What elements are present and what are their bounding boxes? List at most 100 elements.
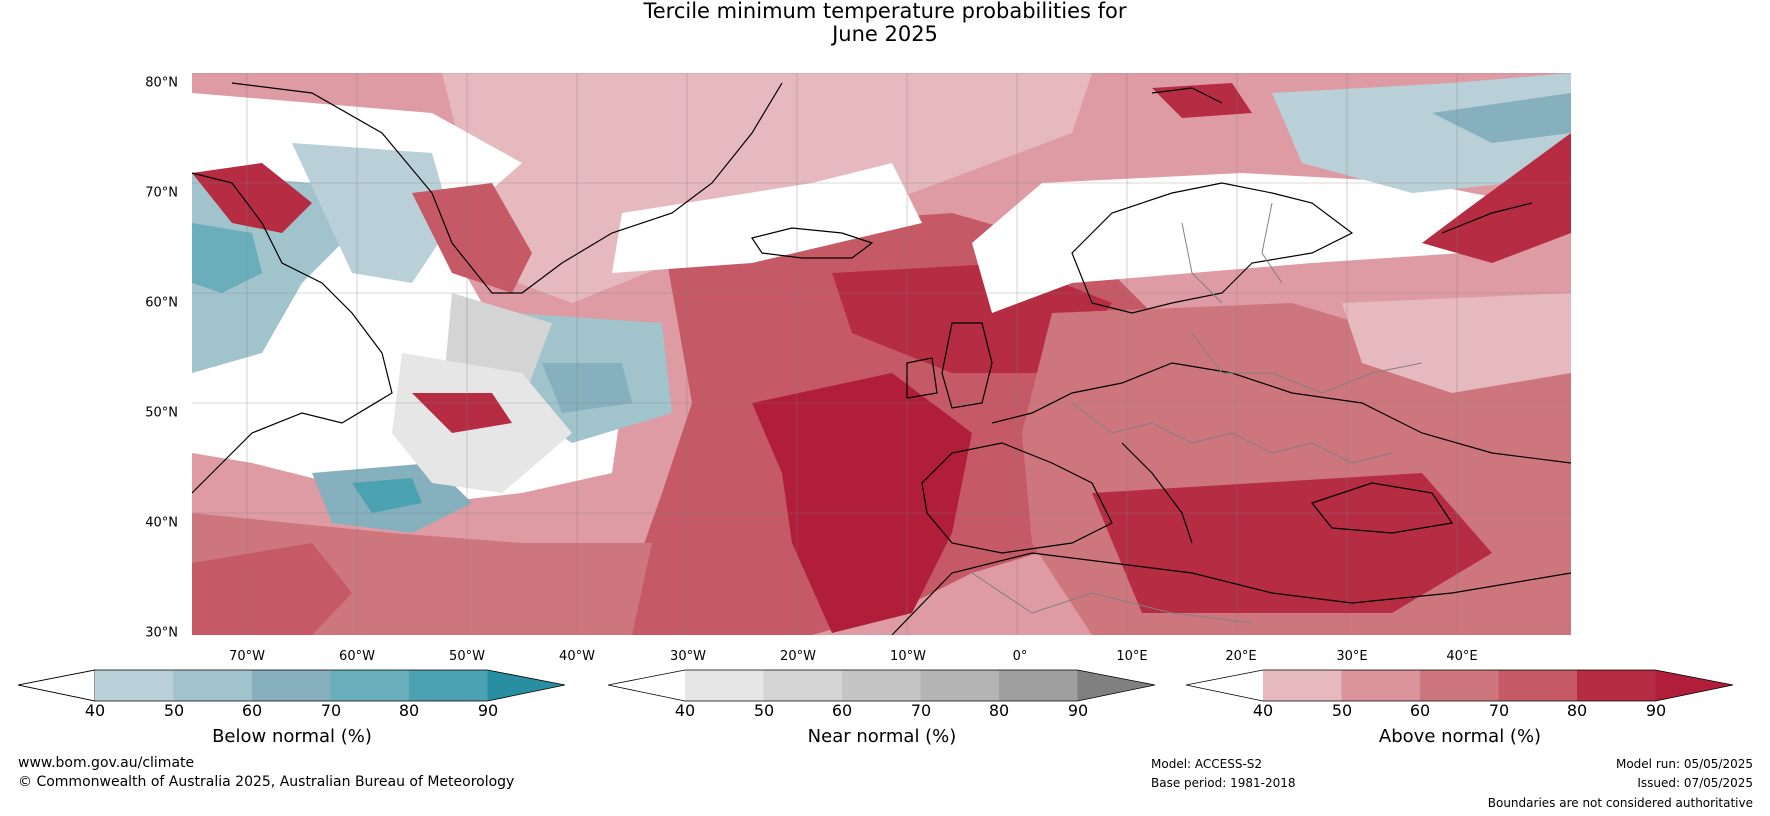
swatch-below-0 — [18, 669, 96, 702]
lon-label-10e: 10°E — [1116, 649, 1148, 664]
coast-svalbard — [1151, 87, 1223, 104]
coast-greenland — [231, 82, 783, 294]
above-tick-50: 50 — [1331, 701, 1353, 720]
website-link[interactable]: www.bom.gov.au/climate — [18, 755, 195, 771]
swatch-near-6 — [1077, 670, 1155, 701]
lat-label-50n: 50°N — [145, 405, 178, 421]
coast-canada — [192, 172, 393, 494]
below-tick-50: 50 — [163, 701, 185, 720]
lon-label-40e: 40°E — [1446, 649, 1478, 664]
field-below-labrador — [292, 143, 452, 283]
map-title-line2: June 2025 — [832, 22, 938, 46]
coast-north-africa — [891, 552, 1571, 635]
near-tick-40: 40 — [674, 701, 696, 720]
field-below-canada-peak — [192, 223, 262, 293]
near-tick-70: 70 — [910, 701, 932, 720]
below-tick-90: 90 — [477, 701, 499, 720]
field-above-south-peak — [192, 543, 352, 635]
border-eastern-europe — [1191, 332, 1423, 394]
swatch-below-4 — [330, 670, 409, 701]
field-above-greenland-coast — [412, 183, 532, 293]
swatch-above-2 — [1341, 670, 1420, 701]
near-tick-50: 50 — [753, 701, 775, 720]
lon-label-20w: 20°W — [780, 649, 816, 664]
below-tick-60: 60 — [241, 701, 263, 720]
swatch-below-2 — [173, 670, 252, 701]
above-normal-title: Above normal (%) — [1378, 726, 1542, 747]
swatch-below-5 — [409, 670, 488, 701]
swatch-below-1 — [95, 670, 174, 701]
field-above-peak-central — [752, 373, 972, 633]
swatch-below-6 — [487, 670, 565, 701]
map-canvas — [192, 73, 1571, 635]
gridlines — [192, 73, 1571, 635]
probability-map — [192, 73, 1571, 635]
below-tick-80: 80 — [398, 701, 420, 720]
coast-iceland — [751, 227, 874, 259]
coast-black-sea — [1310, 482, 1454, 534]
border-scandinavia — [1181, 222, 1223, 304]
lon-label-10w: 10°W — [890, 649, 926, 664]
country-borders — [971, 202, 1423, 624]
below-tick-70: 70 — [320, 701, 342, 720]
field-above-russia-north — [1422, 133, 1571, 263]
swatch-above-0 — [1186, 670, 1263, 701]
swatch-near-0 — [608, 670, 685, 701]
coast-novaya-zemlya — [1441, 202, 1533, 234]
swatch-above-4 — [1498, 670, 1577, 701]
coastlines — [192, 82, 1571, 635]
near-tick-90: 90 — [1067, 701, 1089, 720]
swatch-near-1 — [685, 670, 764, 701]
field-above-mediterranean — [1092, 473, 1492, 613]
lon-label-20e: 20°E — [1225, 649, 1257, 664]
field-neutral-north-sea — [612, 163, 922, 273]
swatch-near-2 — [763, 670, 842, 701]
lon-label-40w: 40°W — [559, 649, 595, 664]
field-below-gulf-stream-peak — [352, 478, 422, 513]
disclaimer-text: Boundaries are not considered authoritat… — [1487, 796, 1753, 810]
lat-label-40n: 40°N — [145, 515, 178, 531]
field-below-arctic-east — [1432, 93, 1571, 143]
coast-scandinavia — [1071, 182, 1354, 314]
swatch-above-5 — [1577, 670, 1656, 701]
map-title: Tercile minimum temperature probabilitie… — [0, 0, 1770, 46]
field-neutral-scandinavia — [972, 173, 1571, 313]
field-below-grand-banks-peak — [542, 363, 632, 413]
lon-label-30e: 30°E — [1336, 649, 1368, 664]
copyright-text: © Commonwealth of Australia 2025, Austra… — [18, 774, 515, 790]
above-tick-90: 90 — [1645, 701, 1667, 720]
model-run-text: Model run: 05/05/2025 — [1615, 757, 1753, 771]
above-tick-80: 80 — [1566, 701, 1588, 720]
above-tick-60: 60 — [1409, 701, 1431, 720]
lon-label-30w: 30°W — [670, 649, 706, 664]
border-finland — [1261, 202, 1283, 284]
coast-iberia — [921, 442, 1113, 554]
lat-label-60n: 60°N — [145, 295, 178, 311]
swatch-near-3 — [842, 670, 921, 701]
swatch-below-3 — [252, 670, 331, 701]
swatch-near-4 — [920, 670, 999, 701]
lat-label-80n: 80°N — [145, 75, 178, 91]
coast-britain — [941, 322, 993, 409]
issued-text: Issued: 07/05/2025 — [1637, 776, 1753, 790]
map-title-line1: Tercile minimum temperature probabilitie… — [643, 0, 1127, 23]
near-tick-80: 80 — [988, 701, 1010, 720]
colorbar-below-normal — [18, 668, 568, 703]
swatch-above-6 — [1655, 670, 1733, 701]
colorbar-above-normal — [1186, 668, 1736, 703]
near-normal-title: Near normal (%) — [807, 726, 957, 747]
border-north-africa — [971, 572, 1253, 624]
field-below-canada-west — [192, 173, 342, 373]
model-text: Model: ACCESS-S2 — [1151, 757, 1263, 771]
swatch-above-1 — [1263, 670, 1342, 701]
field-above-arctic-peak — [1152, 83, 1252, 118]
lon-label-60w: 60°W — [339, 649, 375, 664]
lon-label-0: 0° — [1012, 649, 1028, 664]
above-tick-70: 70 — [1488, 701, 1510, 720]
coast-italy — [1121, 442, 1193, 544]
probability-fields — [192, 73, 1571, 635]
below-normal-title: Below normal (%) — [212, 726, 372, 747]
coast-ireland — [906, 357, 938, 399]
lat-label-30n: 30°N — [145, 625, 178, 641]
swatch-near-5 — [999, 670, 1078, 701]
